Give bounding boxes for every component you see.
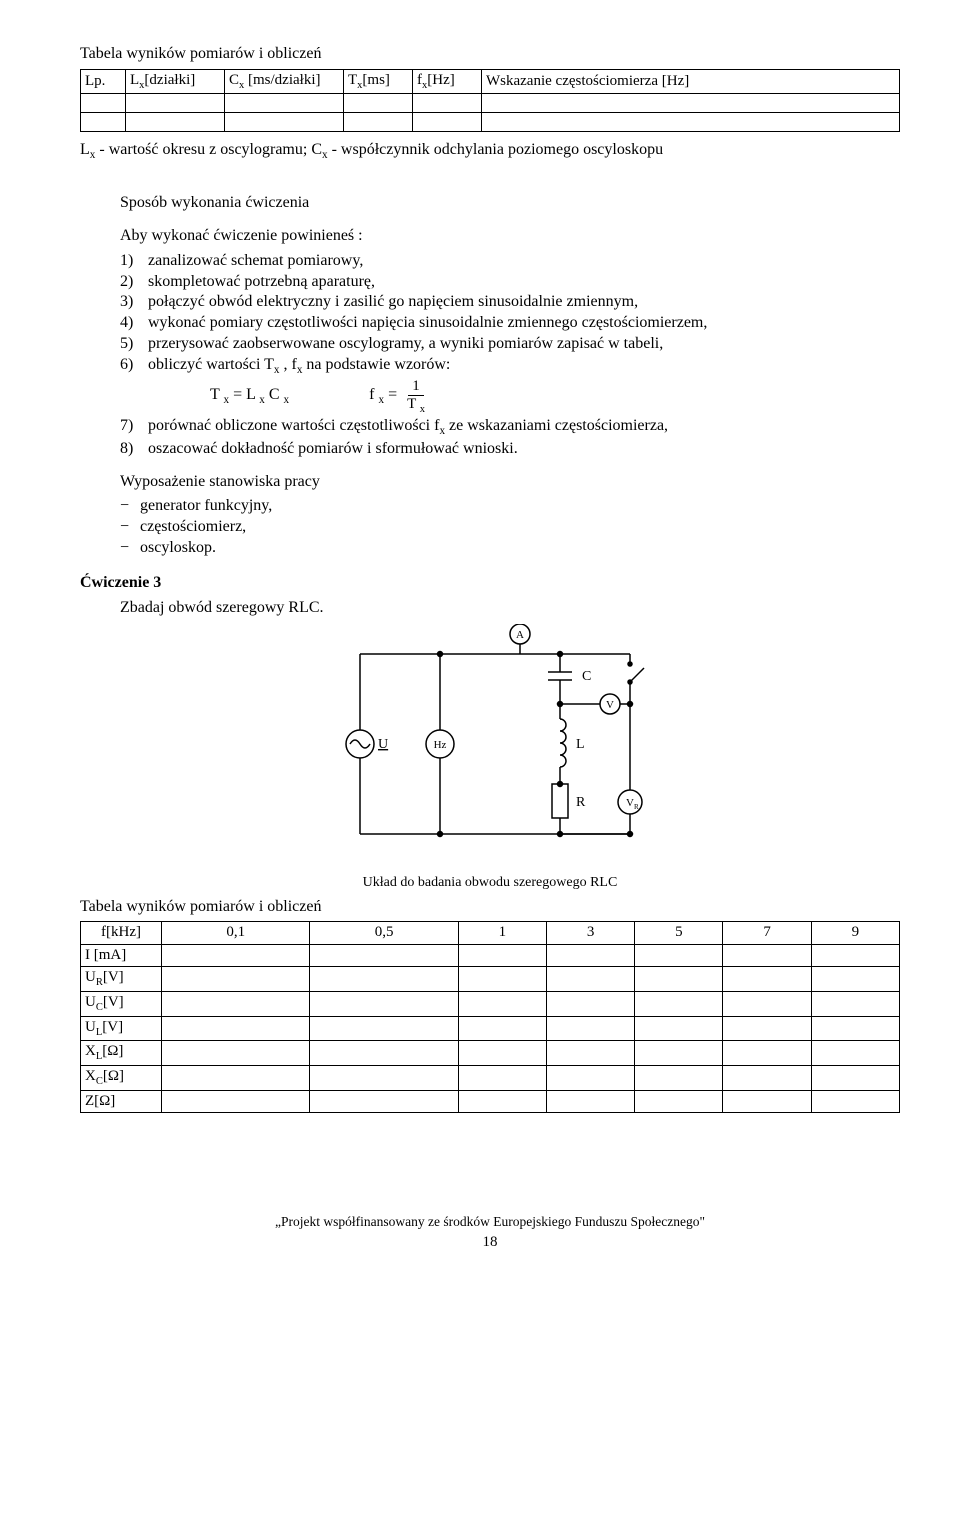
cell: XC[Ω]: [81, 1065, 162, 1090]
table-row: XL[Ω]: [81, 1041, 900, 1066]
list-item-text: zanalizować schemat pomiarowy,: [148, 251, 363, 272]
list-item: 7)porównać obliczone wartości częstotliw…: [120, 416, 900, 439]
label-Hz: Hz: [434, 739, 447, 751]
procedure-lead: Aby wykonać ćwiczenie powinieneś :: [80, 226, 900, 247]
formula-row: T x = L x C x f x = 1T x: [210, 378, 900, 417]
procedure-list: 1)zanalizować schemat pomiarowy, 2)skomp…: [120, 251, 900, 378]
footer-text: „Projekt współfinansowany ze środków Eur…: [80, 1213, 900, 1231]
table-row: UL[V]: [81, 1016, 900, 1041]
cell: f[kHz]: [81, 922, 162, 945]
cell: I [mA]: [81, 944, 162, 967]
th-lx: Lx[działki]: [126, 69, 225, 94]
exercise-task: Zbadaj obwód szeregowy RLC.: [120, 598, 900, 619]
label-R: R: [576, 795, 586, 810]
cell: XL[Ω]: [81, 1041, 162, 1066]
frac-top: 1: [408, 378, 424, 396]
table2: f[kHz] 0,1 0,5 1 3 5 7 9 I [mA] UR[V] UC…: [80, 921, 900, 1113]
list-item: −oscyloskop.: [120, 538, 900, 559]
list-item-text: obliczyć wartości Tx , fx na podstawie w…: [148, 355, 450, 378]
list-item-text: przerysować zaobserwowane oscylogramy, a…: [148, 334, 663, 355]
cell: 9: [811, 922, 899, 945]
table1-note: Lx - wartość okresu z oscylogramu; Cx - …: [80, 140, 900, 163]
label-A: A: [516, 629, 524, 641]
table-row: Lp. Lx[działki] Cx [ms/działki] Tx[ms] f…: [81, 69, 900, 94]
list-item-text: skompletować potrzebną aparaturę,: [148, 272, 375, 293]
list-item: 5)przerysować zaobserwowane oscylogramy,…: [120, 334, 900, 355]
label-V: V: [606, 699, 614, 711]
list-item-text: częstościomierz,: [140, 517, 246, 538]
table-row: [81, 94, 900, 113]
list-item: 6)obliczyć wartości Tx , fx na podstawie…: [120, 355, 900, 378]
list-item: −generator funkcyjny,: [120, 496, 900, 517]
th-tx: Tx[ms]: [344, 69, 413, 94]
label-L: L: [576, 737, 585, 752]
th-fx: fx[Hz]: [413, 69, 482, 94]
list-item-text: oscyloskop.: [140, 538, 216, 559]
cell: Z[Ω]: [81, 1090, 162, 1113]
cell: UC[V]: [81, 991, 162, 1016]
cell: 0,1: [162, 922, 310, 945]
procedure-list-cont: 7)porównać obliczone wartości częstotliw…: [120, 416, 900, 460]
th-lp: Lp.: [81, 69, 126, 94]
cell: 3: [547, 922, 635, 945]
list-item-text: połączyć obwód elektryczny i zasilić go …: [148, 292, 638, 313]
label-VR-sub: R: [634, 803, 639, 811]
list-item: 8)oszacować dokładność pomiarów i sformu…: [120, 439, 900, 460]
page-number: 18: [80, 1233, 900, 1253]
table-row: UR[V]: [81, 967, 900, 992]
list-item: 4)wykonać pomiary częstotliwości napięci…: [120, 313, 900, 334]
table2-title: Tabela wyników pomiarów i obliczeń: [80, 897, 900, 918]
list-item: 2)skompletować potrzebną aparaturę,: [120, 272, 900, 293]
table-row: UC[V]: [81, 991, 900, 1016]
list-item-text: oszacować dokładność pomiarów i sformuło…: [148, 439, 518, 460]
circuit-caption: Układ do badania obwodu szeregowego RLC: [80, 874, 900, 892]
cell: 0,5: [310, 922, 458, 945]
list-item: 3)połączyć obwód elektryczny i zasilić g…: [120, 292, 900, 313]
list-item-text: generator funkcyjny,: [140, 496, 272, 517]
circuit-diagram: A V Hz V R U C L R: [80, 624, 900, 864]
equipment-list: −generator funkcyjny, −częstościomierz, …: [120, 496, 900, 558]
table-row: XC[Ω]: [81, 1065, 900, 1090]
th-wsk: Wskazanie częstościomierza [Hz]: [482, 69, 900, 94]
table1: Lp. Lx[działki] Cx [ms/działki] Tx[ms] f…: [80, 69, 900, 133]
label-C: C: [582, 669, 591, 684]
table-row: Z[Ω]: [81, 1090, 900, 1113]
th-cx: Cx [ms/działki]: [225, 69, 344, 94]
list-item-text: wykonać pomiary częstotliwości napięcia …: [148, 313, 707, 334]
label-U: U: [378, 737, 388, 752]
list-item: −częstościomierz,: [120, 517, 900, 538]
cell: UR[V]: [81, 967, 162, 992]
table-row: f[kHz] 0,1 0,5 1 3 5 7 9: [81, 922, 900, 945]
exercise-title: Ćwiczenie 3: [80, 573, 900, 594]
cell: 1: [458, 922, 546, 945]
table1-title: Tabela wyników pomiarów i obliczeń: [80, 44, 900, 65]
table-row: I [mA]: [81, 944, 900, 967]
equipment-heading: Wyposażenie stanowiska pracy: [80, 472, 900, 493]
table-row: [81, 113, 900, 132]
formula-fx: f x = 1T x: [369, 378, 429, 417]
list-item-text: porównać obliczone wartości częstotliwoś…: [148, 416, 668, 439]
cell: UL[V]: [81, 1016, 162, 1041]
frac-bot: T x: [403, 396, 429, 417]
formula-tx: T x = L x C x: [210, 385, 289, 408]
label-VR: V: [626, 797, 634, 809]
procedure-heading: Sposób wykonania ćwiczenia: [80, 193, 900, 214]
list-item: 1)zanalizować schemat pomiarowy,: [120, 251, 900, 272]
cell: 7: [723, 922, 811, 945]
cell: 5: [635, 922, 723, 945]
